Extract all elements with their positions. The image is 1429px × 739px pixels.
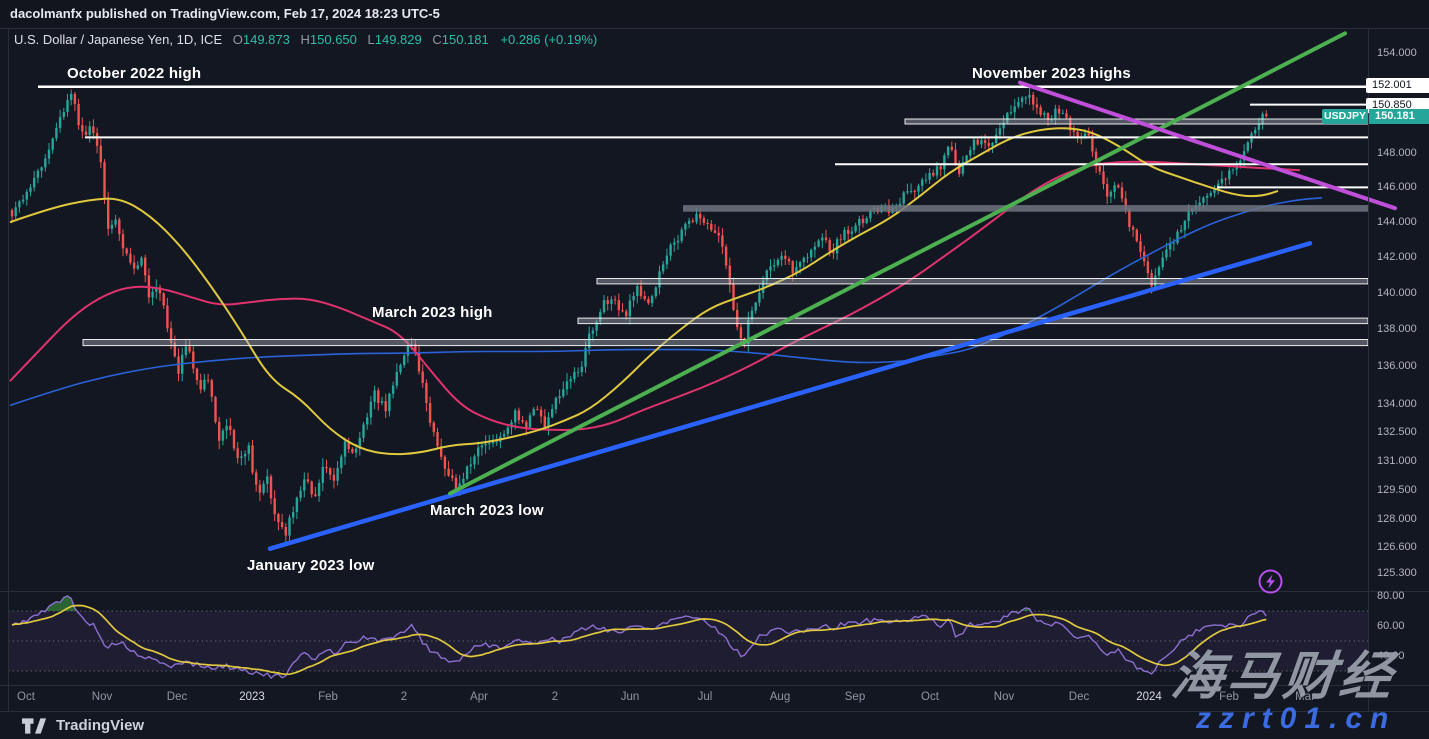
time-axis-tick: Mar bbox=[1295, 691, 1315, 703]
zone-march-2023-high bbox=[82, 339, 1369, 347]
zone-145 bbox=[683, 205, 1368, 212]
high-label: H bbox=[300, 32, 310, 47]
ma-yellow-mid bbox=[9, 127, 1279, 456]
ma-blue-200 bbox=[9, 197, 1323, 407]
price-axis-tick: 142.000 bbox=[1377, 251, 1417, 264]
low-value: 149.829 bbox=[374, 32, 422, 47]
time-axis-tick: Apr bbox=[470, 691, 488, 703]
time-axis-tick: 2 bbox=[551, 691, 559, 703]
price-axis-tick: 129.500 bbox=[1377, 483, 1417, 496]
watermark-cjk: 海马财经 bbox=[1168, 648, 1399, 706]
price-line-label: 152.001 bbox=[1366, 78, 1429, 94]
trendline-support-from-march-2023-low bbox=[448, 31, 1347, 496]
symbol-title[interactable]: U.S. Dollar / Japanese Yen, 1D, ICE bbox=[14, 32, 223, 47]
high-value: 150.650 bbox=[309, 32, 357, 47]
change-value: +0.286 (+0.19%) bbox=[500, 32, 598, 47]
price-axis-tick: 154.000 bbox=[1377, 47, 1417, 59]
price-axis-tick: 126.600 bbox=[1377, 540, 1417, 553]
time-axis-tick: Oct bbox=[921, 691, 939, 703]
rsi-axis-tick: 60.00 bbox=[1377, 620, 1405, 632]
chart-annotation: January 2023 low bbox=[247, 557, 375, 574]
tradingview-logo[interactable]: TradingView bbox=[22, 717, 144, 734]
rsi-ma-line bbox=[11, 604, 1267, 676]
lightning-boost-icon[interactable] bbox=[1257, 568, 1284, 595]
tradingview-wordmark: TradingView bbox=[56, 717, 145, 734]
price-axis-tick: 138.000 bbox=[1377, 323, 1417, 336]
rsi-axis-tick: 40.00 bbox=[1377, 650, 1405, 662]
price-axis-tick: 144.000 bbox=[1377, 216, 1417, 229]
price-axis-tick: 125.300 bbox=[1377, 566, 1417, 579]
chart-annotation: March 2023 low bbox=[430, 502, 544, 519]
time-axis-tick: Sep bbox=[844, 691, 866, 703]
chart-annotation: October 2022 high bbox=[67, 65, 202, 82]
rsi-band-background bbox=[8, 611, 1368, 671]
price-axis-tick: 131.000 bbox=[1377, 454, 1417, 467]
publish-info-bar: dacolmanfx published on TradingView.com,… bbox=[0, 0, 1429, 28]
time-axis-tick: Aug bbox=[769, 691, 791, 703]
price-axis-tick: 140.000 bbox=[1377, 287, 1417, 300]
rsi-axis-tick: 80.00 bbox=[1377, 590, 1405, 602]
zone-140-8 bbox=[596, 278, 1369, 285]
last-price-label: 150.181 bbox=[1369, 108, 1429, 124]
time-axis-tick: Oct bbox=[17, 691, 35, 703]
price-axis-tick: 132.500 bbox=[1377, 425, 1417, 438]
chart-annotation: March 2023 high bbox=[372, 304, 493, 321]
time-axis-tick: Feb bbox=[318, 691, 338, 703]
time-axis-tick: Jun bbox=[620, 691, 640, 703]
time-axis-tick: Nov bbox=[993, 691, 1015, 703]
open-value: 149.873 bbox=[242, 32, 290, 47]
tradingview-logo-icon bbox=[22, 717, 47, 734]
chart-annotation: November 2023 highs bbox=[972, 65, 1131, 82]
rsi-line bbox=[11, 595, 1267, 680]
close-label: C bbox=[432, 32, 442, 47]
trendline-resistance-from-november-2023-high bbox=[1018, 80, 1397, 211]
time-axis-tick: 2 bbox=[400, 691, 408, 703]
price-axis-tick: 146.000 bbox=[1377, 181, 1417, 194]
time-axis-tick: Dec bbox=[166, 691, 188, 703]
trendline-support-from-january-2023-low bbox=[267, 241, 1313, 551]
price-axis-tick: 128.000 bbox=[1377, 513, 1417, 525]
low-label: L bbox=[367, 32, 375, 47]
time-axis-tick: 2024 bbox=[1136, 691, 1162, 703]
time-axis-tick: 2023 bbox=[239, 691, 265, 703]
time-axis-tick: Feb bbox=[1219, 691, 1239, 703]
time-axis-tick: Dec bbox=[1068, 691, 1090, 703]
price-axis-tick: 148.000 bbox=[1377, 147, 1417, 160]
watermark-url: zzrt01.cn bbox=[1196, 702, 1397, 735]
time-axis-tick: Jul bbox=[697, 691, 713, 703]
candlestick-series bbox=[10, 87, 1268, 545]
zone-138-5 bbox=[577, 317, 1369, 325]
price-axis-tick: 134.000 bbox=[1377, 397, 1417, 410]
time-axis-tick: Nov bbox=[91, 691, 113, 703]
open-label: O bbox=[232, 32, 243, 47]
price-axis-tick: 136.000 bbox=[1377, 360, 1417, 373]
symbol-badge: USDJPY bbox=[1322, 108, 1368, 124]
close-value: 150.181 bbox=[441, 32, 489, 47]
symbol-legend[interactable]: U.S. Dollar / Japanese Yen, 1D, ICE O149… bbox=[14, 31, 597, 49]
